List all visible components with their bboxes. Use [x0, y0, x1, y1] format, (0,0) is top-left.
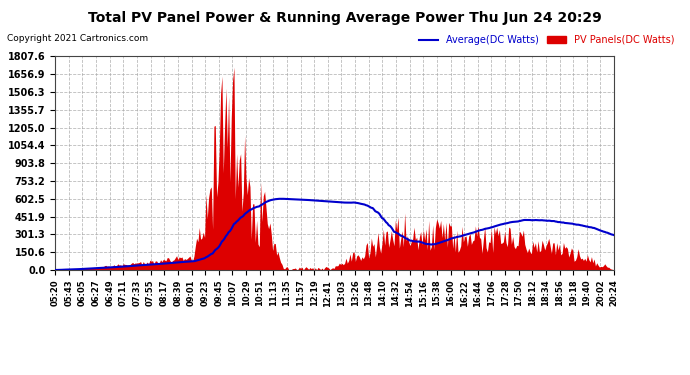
Text: Copyright 2021 Cartronics.com: Copyright 2021 Cartronics.com — [7, 34, 148, 43]
Legend: Average(DC Watts), PV Panels(DC Watts): Average(DC Watts), PV Panels(DC Watts) — [415, 31, 678, 49]
Text: Total PV Panel Power & Running Average Power Thu Jun 24 20:29: Total PV Panel Power & Running Average P… — [88, 11, 602, 25]
